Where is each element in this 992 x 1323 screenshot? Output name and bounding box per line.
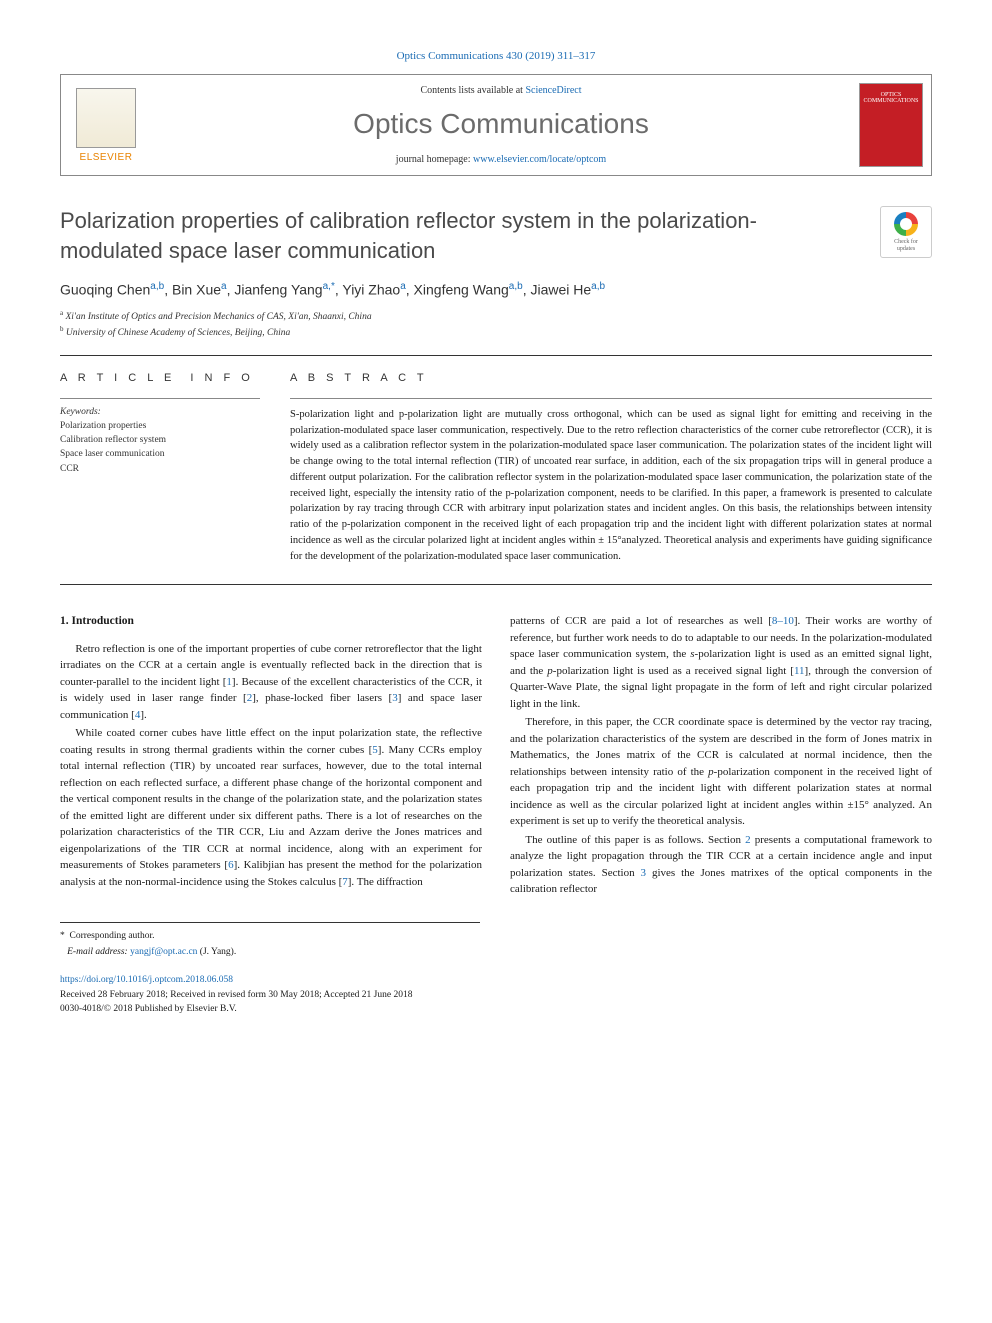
affiliations: a Xi'an Institute of Optics and Precisio… <box>60 308 932 341</box>
copyright-line: 0030-4018/© 2018 Published by Elsevier B… <box>60 1002 932 1016</box>
crossmark-badge[interactable]: Check for updates <box>880 206 932 258</box>
crossmark-icon <box>894 212 918 236</box>
section-number: 1. <box>60 615 69 627</box>
corr-text: Corresponding author. <box>70 931 155 941</box>
doi-link[interactable]: https://doi.org/10.1016/j.optcom.2018.06… <box>60 975 233 985</box>
footnotes: * Corresponding author. E-mail address: … <box>60 922 480 960</box>
cover-thumb: OPTICS COMMUNICATIONS <box>859 83 923 167</box>
homepage-line: journal homepage: www.elsevier.com/locat… <box>151 154 851 165</box>
abstract: A B S T R A C T S-polarization light and… <box>290 372 932 565</box>
info-abstract-row: A R T I C L E I N F O Keywords: Polariza… <box>60 356 932 585</box>
email-link[interactable]: yangjf@opt.ac.cn <box>130 947 197 957</box>
publisher-logo: ELSEVIER <box>61 75 151 175</box>
cover-text: OPTICS COMMUNICATIONS <box>860 92 922 104</box>
article-info: A R T I C L E I N F O Keywords: Polariza… <box>60 372 260 565</box>
body-text: 1. Introduction Retro reflection is one … <box>60 613 932 898</box>
email-label: E-mail address: <box>67 947 128 957</box>
footer-meta: https://doi.org/10.1016/j.optcom.2018.06… <box>60 973 932 1016</box>
abstract-text: S-polarization light and p-polarization … <box>290 407 932 565</box>
crossmark-text: Check for updates <box>885 239 927 252</box>
publisher-name: ELSEVIER <box>80 152 133 163</box>
contents-line: Contents lists available at ScienceDirec… <box>151 85 851 96</box>
body-p4: Therefore, in this paper, the CCR coordi… <box>510 714 932 830</box>
page-container: Optics Communications 430 (2019) 311–317… <box>0 0 992 1056</box>
email-author: (J. Yang). <box>200 947 236 957</box>
citation-line: Optics Communications 430 (2019) 311–317 <box>60 50 932 62</box>
article-info-heading: A R T I C L E I N F O <box>60 372 260 384</box>
article-title: Polarization properties of calibration r… <box>60 206 800 265</box>
section-heading-intro: 1. Introduction <box>60 613 482 630</box>
body-p5: The outline of this paper is as follows.… <box>510 832 932 898</box>
body-p2: While coated corner cubes have little ef… <box>60 725 482 890</box>
history-line: Received 28 February 2018; Received in r… <box>60 988 932 1002</box>
header-center: Contents lists available at ScienceDirec… <box>151 75 851 175</box>
rule-bottom <box>60 584 932 585</box>
asterisk: * <box>60 931 70 941</box>
sciencedirect-link[interactable]: ScienceDirect <box>525 85 581 96</box>
journal-name: Optics Communications <box>151 108 851 140</box>
body-p1: Retro reflection is one of the important… <box>60 641 482 724</box>
keywords-list: Polarization propertiesCalibration refle… <box>60 419 260 476</box>
homepage-prefix: journal homepage: <box>396 154 473 165</box>
info-divider <box>60 398 260 399</box>
corresponding-note: * Corresponding author. <box>60 929 480 943</box>
abstract-divider <box>290 398 932 399</box>
body-p3: patterns of CCR are paid a lot of resear… <box>510 613 932 712</box>
keywords-label: Keywords: <box>60 407 260 417</box>
elsevier-tree-icon <box>76 88 136 148</box>
authors-line: Guoqing Chena,b, Bin Xuea, Jianfeng Yang… <box>60 281 932 298</box>
journal-header: ELSEVIER Contents lists available at Sci… <box>60 74 932 176</box>
section-title: Introduction <box>72 615 134 627</box>
contents-prefix: Contents lists available at <box>420 85 525 96</box>
journal-cover: OPTICS COMMUNICATIONS <box>851 75 931 175</box>
abstract-heading: A B S T R A C T <box>290 372 932 384</box>
email-line: E-mail address: yangjf@opt.ac.cn (J. Yan… <box>60 945 480 959</box>
homepage-link[interactable]: www.elsevier.com/locate/optcom <box>473 154 606 165</box>
